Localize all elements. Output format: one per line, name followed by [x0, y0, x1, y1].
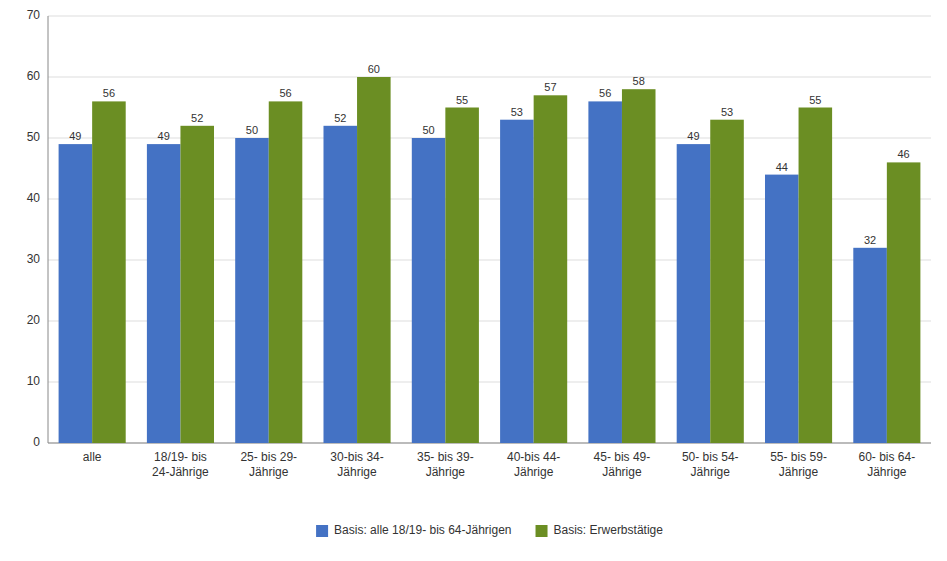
bar	[147, 144, 181, 443]
data-label: 32	[864, 234, 876, 246]
data-label: 49	[158, 130, 170, 142]
x-tick-label-line: 50- bis 54-	[682, 450, 739, 464]
data-label: 52	[191, 112, 203, 124]
x-tick-label-line: alle	[83, 450, 102, 464]
x-axis: alle18/19- bis24-Jährige25- bis 29-Jähri…	[83, 450, 915, 479]
data-label: 49	[69, 130, 81, 142]
legend-label: Basis: alle 18/19- bis 64-Jährigen	[334, 523, 511, 537]
x-tick-label-line: 25- bis 29-	[240, 450, 297, 464]
data-label: 52	[334, 112, 346, 124]
y-tick-label: 50	[27, 130, 41, 144]
bar	[622, 89, 656, 443]
y-tick-label: 60	[27, 69, 41, 83]
x-tick-label-line: 35- bis 39-	[417, 450, 474, 464]
x-tick-label-line: 60- bis 64-	[858, 450, 915, 464]
x-tick-label-line: Jährige	[514, 465, 554, 479]
bar	[445, 108, 479, 444]
data-label: 57	[544, 81, 556, 93]
data-label: 56	[599, 87, 611, 99]
x-tick-label-line: Jährige	[249, 465, 289, 479]
bar	[534, 95, 568, 443]
bar	[92, 101, 126, 443]
data-label: 49	[687, 130, 699, 142]
x-tick-label-line: Jährige	[337, 465, 377, 479]
x-tick-label: 35- bis 39-Jährige	[417, 450, 474, 479]
bar	[710, 120, 744, 443]
legend-swatch	[536, 525, 548, 537]
x-tick-label-line: Jährige	[779, 465, 819, 479]
y-tick-label: 10	[27, 374, 41, 388]
x-tick-label: alle	[83, 450, 102, 464]
data-labels: 49 49 50 52 50 53 56 49 44 32 56 52 56 60 55 57 58 53 55 46	[69, 63, 910, 246]
y-tick-label: 20	[27, 313, 41, 327]
chart: 0 10 20 30 40 50 60 70 49 49 50 52 50 53 56 49 44 32 56 52 5…	[0, 0, 947, 561]
x-tick-label: 50- bis 54-Jährige	[682, 450, 739, 479]
y-tick-label: 0	[33, 435, 40, 449]
data-label: 58	[633, 75, 645, 87]
data-label: 50	[422, 124, 434, 136]
x-tick-label: 55- bis 59-Jährige	[770, 450, 827, 479]
data-label: 50	[246, 124, 258, 136]
x-tick-label: 30-bis 34-Jährige	[330, 450, 383, 479]
data-label: 55	[809, 94, 821, 106]
data-label: 60	[368, 63, 380, 75]
x-tick-label-line: Jährige	[602, 465, 642, 479]
bar	[59, 144, 93, 443]
x-tick-label-line: 30-bis 34-	[330, 450, 383, 464]
bar	[588, 101, 622, 443]
x-tick-label: 40-bis 44-Jährige	[507, 450, 560, 479]
y-tick-label: 70	[27, 8, 41, 22]
grid-line	[48, 77, 931, 78]
bar	[677, 144, 711, 443]
x-tick-label-line: 55- bis 59-	[770, 450, 827, 464]
bars	[59, 77, 921, 443]
legend-item: Basis: alle 18/19- bis 64-Jährigen	[316, 523, 511, 537]
bar	[323, 126, 357, 443]
data-label: 44	[776, 161, 788, 173]
data-label: 56	[279, 87, 291, 99]
data-label: 55	[456, 94, 468, 106]
bar	[357, 77, 391, 443]
x-tick-label: 60- bis 64-Jährige	[858, 450, 915, 479]
x-tick-label-line: Jährige	[691, 465, 731, 479]
x-tick-label: 45- bis 49-Jährige	[594, 450, 651, 479]
grid-line	[48, 16, 931, 17]
bar	[412, 138, 446, 443]
y-tick-label: 40	[27, 191, 41, 205]
bar	[853, 248, 887, 443]
data-label: 53	[721, 106, 733, 118]
y-axis-line	[48, 16, 49, 443]
y-axis: 0 10 20 30 40 50 60 70	[27, 8, 931, 449]
legend-item: Basis: Erwerbstätige	[536, 523, 664, 537]
bar	[887, 162, 921, 443]
legend-swatch	[316, 525, 328, 537]
legend-label: Basis: Erwerbstätige	[554, 523, 664, 537]
data-label: 46	[898, 148, 910, 160]
x-tick-label-line: 24-Jährige	[152, 465, 209, 479]
x-tick-label: 18/19- bis24-Jährige	[152, 450, 209, 479]
bar	[799, 108, 833, 444]
y-tick-label: 30	[27, 252, 41, 266]
data-label: 53	[511, 106, 523, 118]
x-tick-label-line: Jährige	[426, 465, 466, 479]
x-tick-label-line: 45- bis 49-	[594, 450, 651, 464]
x-tick-label-line: 40-bis 44-	[507, 450, 560, 464]
bar	[765, 175, 799, 443]
bar	[500, 120, 534, 443]
legend: Basis: alle 18/19- bis 64-Jährigen Basis:…	[316, 523, 663, 537]
bar	[235, 138, 269, 443]
bar	[269, 101, 303, 443]
x-tick-label-line: Jährige	[867, 465, 907, 479]
x-tick-label: 25- bis 29-Jährige	[240, 450, 297, 479]
bar	[180, 126, 214, 443]
x-tick-label-line: 18/19- bis	[154, 450, 207, 464]
data-label: 56	[103, 87, 115, 99]
